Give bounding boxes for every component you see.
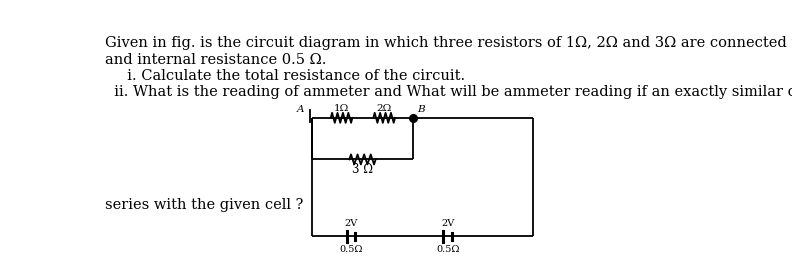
Text: 0.5Ω: 0.5Ω [339, 245, 363, 254]
Text: and internal resistance 0.5 Ω.: and internal resistance 0.5 Ω. [105, 53, 326, 67]
Text: A: A [297, 105, 304, 114]
Text: 0.5Ω: 0.5Ω [436, 245, 459, 254]
Text: 2Ω: 2Ω [376, 104, 392, 113]
Text: i. Calculate the total resistance of the circuit.: i. Calculate the total resistance of the… [118, 69, 466, 83]
Text: 2V: 2V [345, 219, 357, 227]
Text: 1Ω: 1Ω [334, 104, 349, 113]
Text: Given in fig. is the circuit diagram in which three resistors of 1Ω, 2Ω and 3Ω a: Given in fig. is the circuit diagram in … [105, 36, 792, 50]
Text: series with the given cell ?: series with the given cell ? [105, 198, 303, 212]
Text: 2V: 2V [441, 219, 455, 227]
Text: ii. What is the reading of ammeter and What will be ammeter reading if an exactl: ii. What is the reading of ammeter and W… [105, 85, 792, 99]
Text: B: B [417, 105, 425, 114]
Text: 3 Ω: 3 Ω [352, 163, 373, 176]
